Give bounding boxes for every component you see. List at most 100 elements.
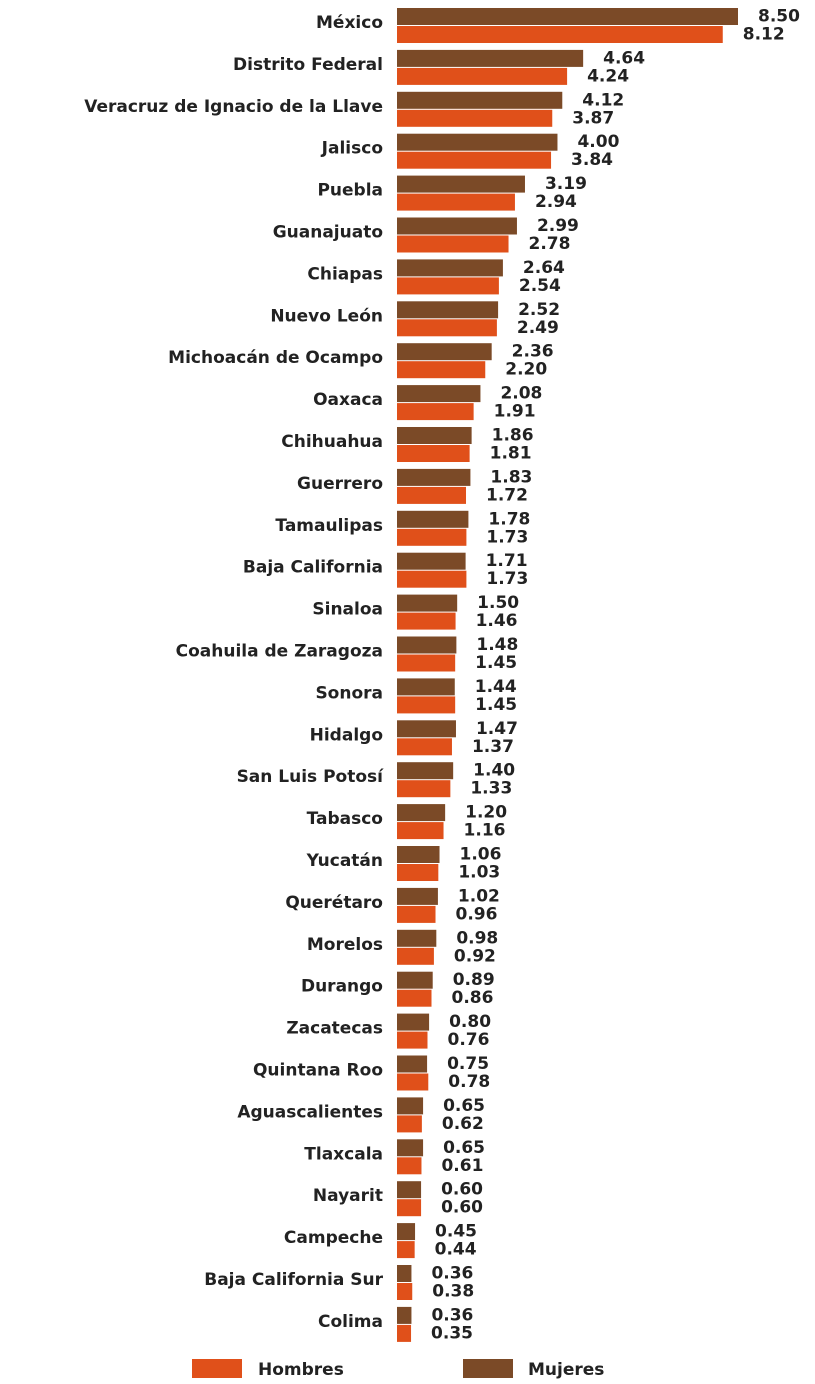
value-label: 0.76 <box>447 1030 489 1050</box>
bar <box>397 1283 413 1300</box>
value-label: 0.61 <box>441 1156 483 1176</box>
bar <box>397 343 492 361</box>
value-label: 2.08 <box>500 384 542 404</box>
value-label: 4.24 <box>587 66 629 86</box>
bar <box>397 720 456 738</box>
value-label: 0.62 <box>442 1114 484 1134</box>
category-label: Coahuila de Zaragoza <box>176 642 383 662</box>
bar <box>397 1199 422 1217</box>
value-label: 1.78 <box>488 509 530 529</box>
value-label: 0.78 <box>448 1072 490 1092</box>
bar <box>397 678 455 696</box>
bar <box>397 259 503 277</box>
bar <box>397 654 456 672</box>
value-label: 1.72 <box>486 485 528 505</box>
bar <box>397 8 738 25</box>
bar <box>397 217 517 235</box>
value-label: 2.20 <box>505 360 547 380</box>
legend-swatch <box>463 1359 513 1378</box>
bar <box>397 133 558 151</box>
bar <box>397 235 509 253</box>
value-label: 0.44 <box>435 1240 477 1260</box>
bar <box>397 49 584 67</box>
category-label: Tamaulipas <box>275 516 383 536</box>
bar <box>397 1157 422 1175</box>
bar <box>397 151 552 169</box>
legend-label: Hombres <box>258 1360 344 1380</box>
bar <box>397 780 451 798</box>
value-label: 2.99 <box>537 216 579 236</box>
category-label: Baja California Sur <box>204 1270 383 1290</box>
category-label: Hidalgo <box>310 725 383 745</box>
bar <box>397 91 563 109</box>
bar <box>397 846 440 863</box>
bar <box>397 1013 430 1031</box>
legend-swatch <box>192 1359 242 1378</box>
bar <box>397 1055 428 1073</box>
value-label: 1.06 <box>460 845 502 865</box>
value-label: 1.73 <box>486 527 528 547</box>
category-label: Puebla <box>317 181 383 201</box>
value-label: 0.86 <box>452 988 494 1008</box>
bar <box>397 762 454 780</box>
value-label: 1.83 <box>490 467 532 487</box>
value-label: 0.98 <box>456 928 498 948</box>
bar <box>397 277 499 295</box>
value-label: 1.45 <box>475 695 517 715</box>
category-label: Tabasco <box>307 809 383 829</box>
bar <box>397 947 434 965</box>
category-label: Baja California <box>243 558 383 578</box>
category-label: Chihuahua <box>281 432 383 452</box>
category-label: Michoacán de Ocampo <box>168 348 383 368</box>
value-label: 1.91 <box>494 402 536 422</box>
bar <box>397 403 474 421</box>
category-label: Campeche <box>284 1228 383 1248</box>
value-label: 1.86 <box>492 426 534 446</box>
category-label: Yucatán <box>306 851 383 871</box>
value-label: 1.50 <box>477 593 519 613</box>
value-label: 1.16 <box>464 821 506 841</box>
category-label: Guanajuato <box>273 223 383 243</box>
bar <box>397 427 472 444</box>
bar <box>397 1306 412 1324</box>
bar <box>397 1097 424 1115</box>
value-label: 0.80 <box>449 1012 491 1032</box>
value-label: 1.44 <box>475 677 517 697</box>
bar <box>397 822 444 840</box>
bar <box>397 636 457 654</box>
value-label: 2.49 <box>517 318 559 338</box>
bar <box>397 1181 422 1199</box>
category-label: Nayarit <box>313 1186 383 1206</box>
value-label: 1.81 <box>490 444 532 464</box>
value-label: 3.19 <box>545 174 587 194</box>
bar <box>397 361 486 379</box>
category-label: Oaxaca <box>313 390 383 410</box>
bar <box>397 319 497 337</box>
value-label: 8.50 <box>758 7 800 27</box>
bar <box>397 612 456 630</box>
category-label: Guerrero <box>297 474 383 494</box>
value-label: 1.45 <box>475 653 517 673</box>
bar <box>397 510 469 528</box>
value-label: 2.64 <box>523 258 565 278</box>
category-label: México <box>316 13 383 33</box>
bar <box>397 1031 428 1049</box>
bar <box>397 1139 424 1157</box>
bar <box>397 594 458 612</box>
bar <box>397 1223 416 1241</box>
bar <box>397 175 525 193</box>
bar <box>397 570 467 588</box>
bar <box>397 864 439 881</box>
value-label: 0.45 <box>435 1222 477 1242</box>
value-label: 1.48 <box>476 635 518 655</box>
bar <box>397 385 481 403</box>
bar <box>397 1073 429 1091</box>
value-label: 4.00 <box>577 132 619 152</box>
bar <box>397 887 438 905</box>
category-label: Morelos <box>307 935 383 955</box>
bar <box>397 1241 415 1259</box>
category-label: Chiapas <box>307 264 383 284</box>
value-label: 8.12 <box>743 25 785 45</box>
value-label: 2.36 <box>512 342 554 362</box>
bar <box>397 971 433 989</box>
